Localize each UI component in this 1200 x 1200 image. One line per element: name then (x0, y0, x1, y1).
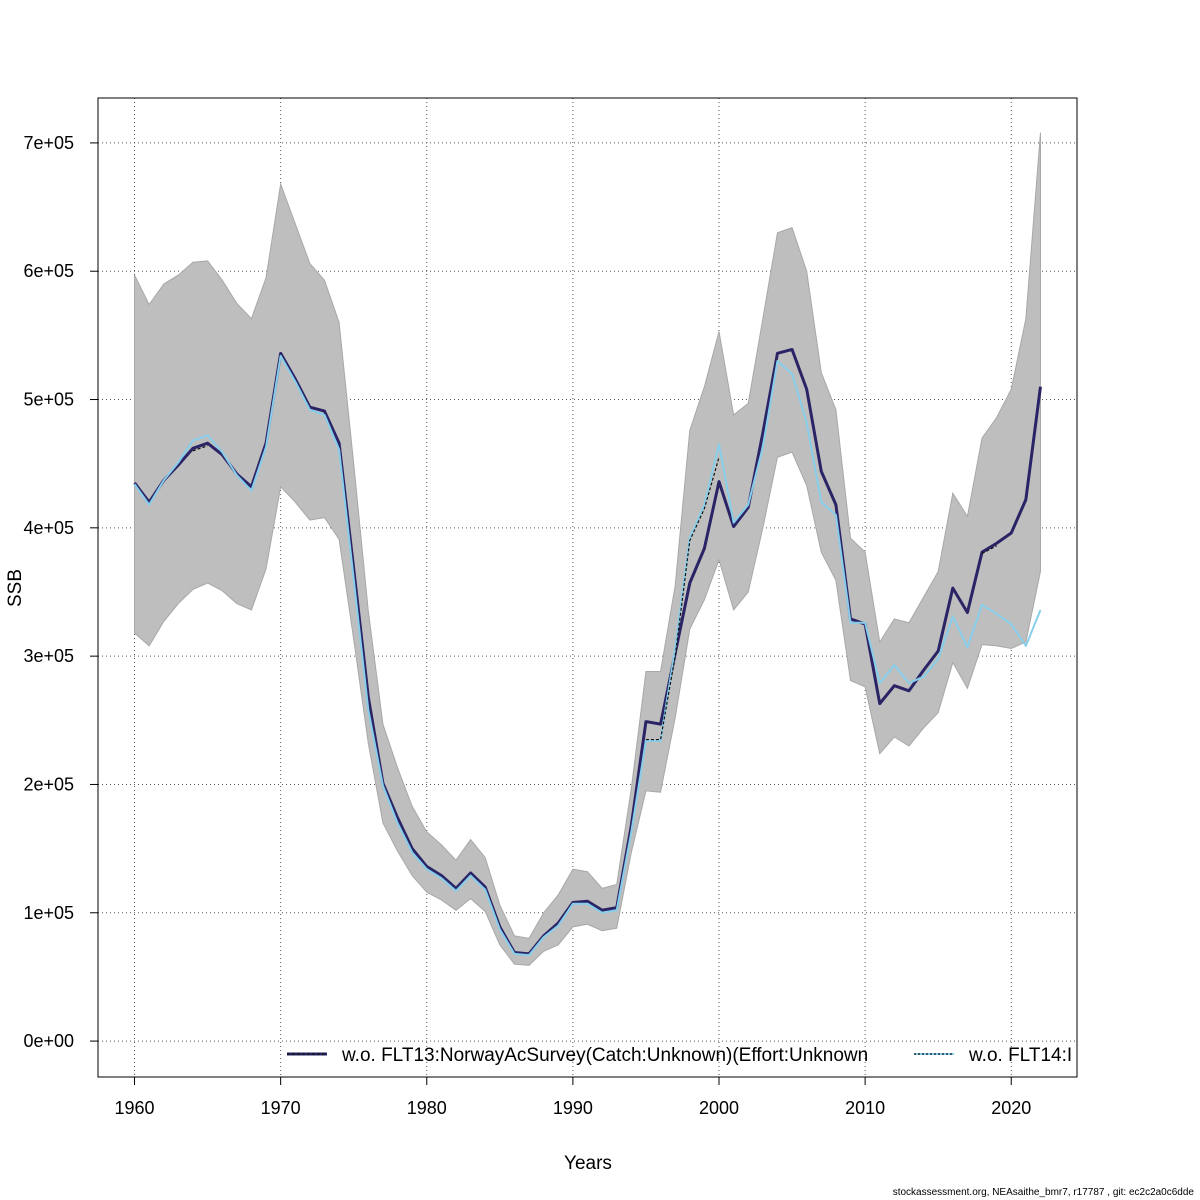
y-tick-label: 1e+05 (23, 903, 74, 923)
y-tick-label: 6e+05 (23, 261, 74, 281)
x-tick-label: 2000 (699, 1098, 739, 1118)
series-line-1 (133, 347, 1042, 956)
confidence-band (134, 132, 1041, 966)
ssb-confidence-band (134, 132, 1041, 966)
legend-label-1: w.o. FLT13:NorwayAcSurvey(Catch:Unknown)… (341, 1045, 868, 1066)
x-tick-label: 1980 (407, 1098, 447, 1118)
legend-label-2: w.o. FLT14:I (968, 1045, 1072, 1066)
legend: w.o. FLT13:NorwayAcSurvey(Catch:Unknown)… (287, 1045, 1072, 1066)
y-tick-label: 7e+05 (23, 133, 74, 153)
x-tick-label: 1990 (553, 1098, 593, 1118)
y-tick-label: 3e+05 (23, 646, 74, 666)
y-tick-label: 2e+05 (23, 774, 74, 794)
y-tick-label: 4e+05 (23, 518, 74, 538)
y-tick-label: 5e+05 (23, 390, 74, 410)
x-axis-title: Years (564, 1153, 612, 1174)
y-axis: 0e+00 1e+05 2e+05 3e+05 4e+05 5e+05 6e+05 7e+05 (23, 133, 99, 1051)
y-axis-title: SSB (5, 569, 26, 607)
x-tick-label: 2010 (845, 1098, 885, 1118)
series-line-3-part-1 (192, 445, 208, 452)
series-line-2 (133, 354, 1042, 957)
y-tick-label: 0e+00 (23, 1031, 74, 1051)
x-axis: 1960 1970 1980 1990 2000 2010 2020 (115, 1076, 1031, 1118)
x-tick-label: 1970 (261, 1098, 301, 1118)
series-line-3-part-2 (645, 457, 720, 741)
series-line-3-part-3 (981, 545, 997, 555)
x-tick-label: 2020 (991, 1098, 1031, 1118)
x-tick-label: 1960 (115, 1098, 155, 1118)
series-lines (133, 347, 1042, 957)
footer-caption: stockassessment.org, NEAsaithe_bmr7, r17… (892, 1187, 1194, 1198)
